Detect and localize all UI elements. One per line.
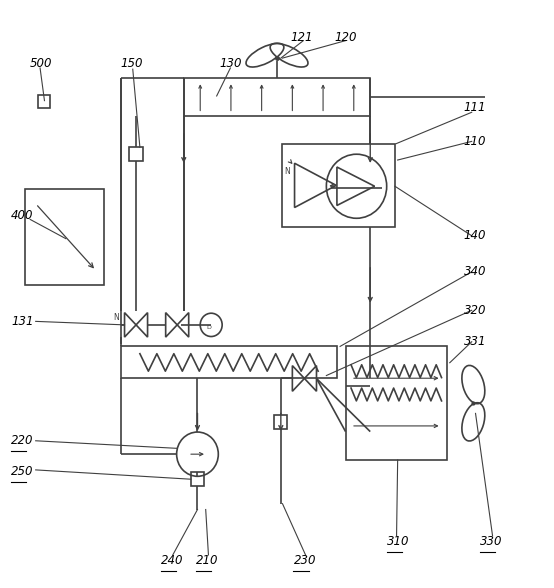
Text: D: D — [207, 325, 212, 330]
Bar — [274, 415, 288, 429]
Text: 400: 400 — [11, 209, 33, 222]
Text: 340: 340 — [464, 265, 486, 278]
Text: 150: 150 — [121, 58, 143, 71]
Text: 310: 310 — [387, 535, 409, 548]
Bar — [184, 78, 370, 116]
Bar — [130, 147, 142, 161]
Bar — [25, 189, 104, 285]
Text: 121: 121 — [291, 31, 313, 44]
Text: 500: 500 — [30, 58, 53, 71]
Text: 120: 120 — [335, 31, 357, 44]
Bar — [191, 472, 204, 486]
Bar — [283, 143, 395, 227]
Text: 230: 230 — [294, 554, 316, 567]
Text: 111: 111 — [464, 101, 486, 114]
Text: N: N — [285, 168, 290, 176]
Text: 331: 331 — [464, 335, 486, 348]
Text: 330: 330 — [480, 535, 502, 548]
Text: 320: 320 — [464, 304, 486, 317]
Bar — [346, 346, 447, 460]
Text: 131: 131 — [11, 315, 33, 328]
Text: 250: 250 — [11, 465, 33, 478]
Bar — [121, 346, 337, 379]
Text: 130: 130 — [219, 58, 242, 71]
Text: 210: 210 — [196, 554, 218, 567]
Text: 110: 110 — [464, 135, 486, 148]
Text: 220: 220 — [11, 435, 33, 447]
Text: N: N — [113, 313, 119, 322]
Text: 140: 140 — [464, 229, 486, 242]
Text: 240: 240 — [161, 554, 183, 567]
Bar — [38, 95, 50, 108]
